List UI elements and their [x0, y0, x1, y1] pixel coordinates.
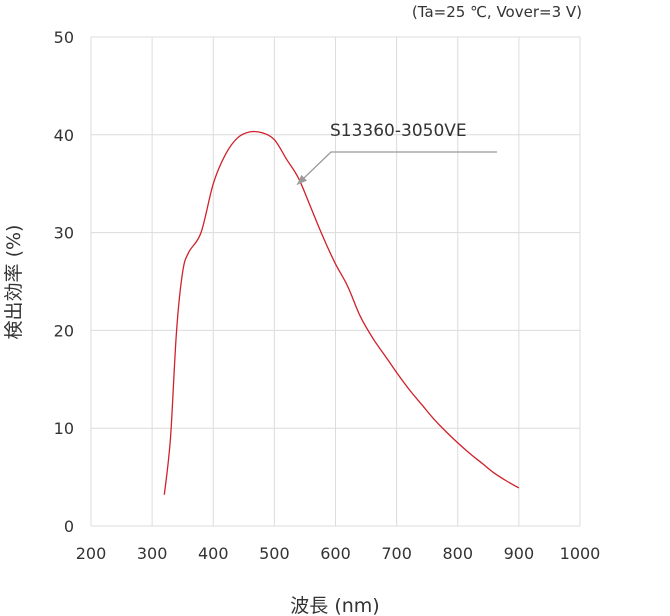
x-tick-label: 600 [320, 544, 351, 563]
y-tick-label: 0 [64, 517, 74, 536]
x-tick-label: 200 [76, 544, 107, 563]
x-tick-label: 800 [442, 544, 473, 563]
x-tick-labels: 200 300 400 500 600 700 800 900 1000 [76, 544, 601, 563]
y-tick-label: 50 [54, 28, 74, 47]
y-tick-label: 10 [54, 419, 74, 438]
annotation-label: S13360-3050VE [330, 121, 467, 141]
series-line-s13360-3050ve [163, 130, 520, 495]
annotation-arrowhead [297, 174, 307, 185]
y-axis-label: 検出効率 (%) [3, 225, 25, 340]
grid [90, 36, 581, 527]
annotation-leader-line [296, 151, 497, 186]
measurement-conditions: (Ta=25 ℃, Vover=3 V) [412, 3, 582, 21]
x-tick-label: 1000 [560, 544, 601, 563]
x-tick-label: 300 [137, 544, 168, 563]
y-tick-label: 20 [54, 321, 74, 340]
x-tick-label: 900 [504, 544, 535, 563]
y-tick-labels: 0 10 20 30 40 50 [54, 28, 74, 536]
series-annotation: S13360-3050VE [296, 121, 497, 186]
x-axis-label: 波長 (nm) [290, 595, 379, 616]
y-tick-label: 40 [54, 126, 74, 145]
y-tick-label: 30 [54, 224, 74, 243]
x-tick-label: 700 [381, 544, 412, 563]
x-tick-label: 500 [259, 544, 290, 563]
x-tick-label: 400 [198, 544, 229, 563]
